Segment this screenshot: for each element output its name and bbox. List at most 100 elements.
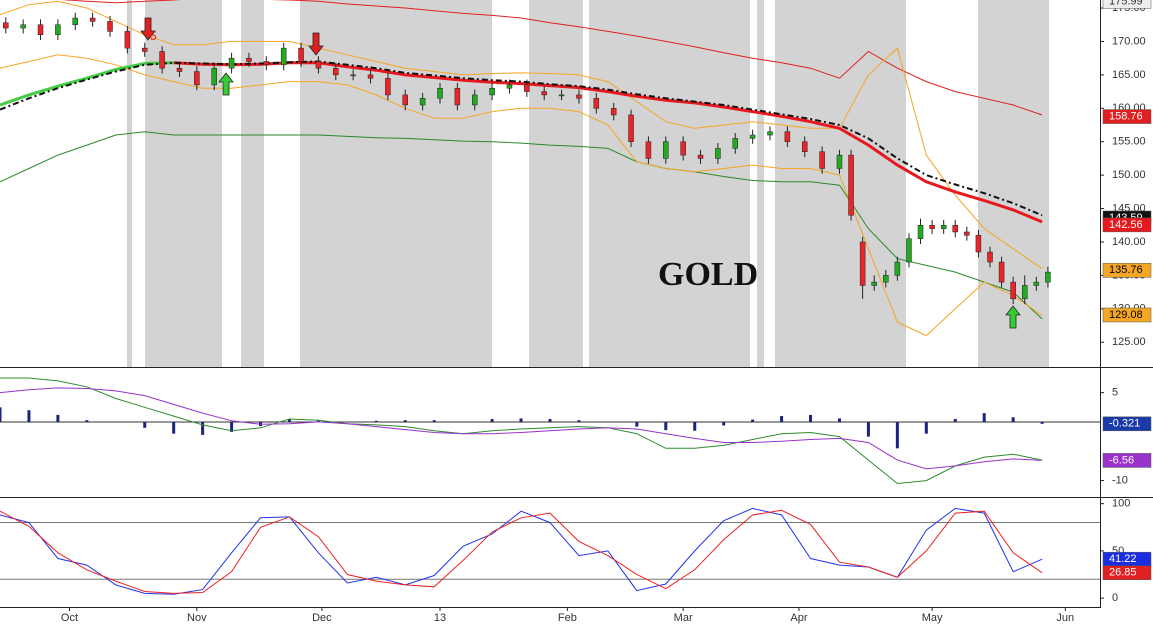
histogram-bar bbox=[924, 421, 928, 434]
chart-title: GOLD bbox=[658, 256, 758, 293]
candle-body bbox=[883, 275, 889, 283]
histogram-bar bbox=[693, 421, 697, 431]
candle-body bbox=[784, 131, 791, 142]
candle-body bbox=[628, 114, 634, 142]
candle-body bbox=[715, 148, 721, 159]
histogram-bar bbox=[287, 419, 291, 422]
line bbox=[0, 377, 1043, 485]
candle-body bbox=[194, 71, 200, 86]
x-tick-label: Apr bbox=[790, 612, 807, 624]
histogram-bar bbox=[866, 421, 870, 437]
value-box bbox=[1102, 217, 1152, 233]
candle-body bbox=[987, 251, 993, 263]
candle-body bbox=[350, 74, 356, 77]
histogram-bar bbox=[374, 420, 378, 422]
x-tick-label: Nov bbox=[187, 612, 207, 624]
candle-body bbox=[524, 84, 530, 92]
histogram-bar bbox=[982, 413, 986, 422]
histogram-bar bbox=[635, 421, 639, 427]
candle-body bbox=[610, 108, 617, 116]
value-label: -0.321 bbox=[1109, 418, 1140, 430]
y-tick-label: 150.00 bbox=[1112, 169, 1146, 181]
y-tick-label: 100 bbox=[1112, 498, 1130, 510]
candle-body bbox=[894, 261, 901, 276]
signals bbox=[140, 17, 1021, 329]
value-label: 175.99 bbox=[1109, 0, 1143, 7]
candle-body bbox=[20, 24, 26, 29]
sell-arrow bbox=[140, 17, 156, 41]
candle-body bbox=[593, 98, 600, 109]
shade bbox=[529, 0, 583, 367]
candle-body bbox=[952, 225, 959, 233]
histogram-bar bbox=[201, 421, 205, 435]
candle-body bbox=[506, 84, 513, 89]
y-tick-label: -10 bbox=[1112, 474, 1128, 486]
x-tick-label: Mar bbox=[674, 612, 693, 624]
candle-body bbox=[263, 61, 270, 66]
shade bbox=[145, 0, 222, 367]
candle-body bbox=[558, 94, 565, 97]
histogram-bar bbox=[809, 414, 813, 422]
value-label: 135.76 bbox=[1109, 264, 1143, 276]
candle-body bbox=[228, 57, 235, 69]
histogram-bar bbox=[577, 420, 581, 422]
x-tick-label: Dec bbox=[312, 612, 332, 624]
candle-body bbox=[749, 134, 756, 139]
shade bbox=[589, 0, 750, 367]
value-box bbox=[1102, 0, 1152, 9]
histogram-bar bbox=[85, 420, 89, 422]
candle-body bbox=[437, 87, 443, 99]
value-label: 158.76 bbox=[1109, 110, 1143, 122]
candle-body bbox=[645, 141, 652, 159]
candle-body bbox=[471, 94, 478, 106]
value-box bbox=[1102, 307, 1152, 323]
value-box bbox=[1102, 565, 1152, 581]
histogram-bar bbox=[230, 421, 234, 432]
shade bbox=[775, 0, 906, 367]
value-label: 129.08 bbox=[1109, 309, 1143, 321]
x-tick-label: Jun bbox=[1056, 612, 1074, 624]
candle-body bbox=[159, 51, 165, 69]
candle-body bbox=[998, 261, 1005, 283]
candle-body bbox=[3, 22, 9, 29]
candle-body bbox=[848, 154, 854, 216]
histogram-bar bbox=[56, 414, 60, 422]
line bbox=[0, 54, 1043, 337]
candle-body bbox=[859, 241, 866, 286]
candle-body bbox=[1021, 285, 1028, 300]
histogram-bar bbox=[519, 418, 523, 422]
histogram-bar bbox=[0, 407, 2, 422]
candle-body bbox=[836, 154, 843, 169]
histogram-bar bbox=[664, 421, 668, 431]
shade bbox=[300, 0, 492, 367]
y-tick-label: 5 bbox=[1112, 387, 1118, 399]
plot bbox=[0, 0, 1100, 595]
value-box bbox=[1102, 416, 1152, 432]
candle-body bbox=[964, 231, 970, 236]
candle-body bbox=[767, 131, 773, 136]
y-tick-label: 165.00 bbox=[1112, 69, 1146, 81]
x-tick-label: Oct bbox=[61, 612, 78, 624]
y-tick-label: 140.00 bbox=[1112, 236, 1146, 248]
histogram-bar bbox=[316, 420, 320, 422]
histogram-bar bbox=[895, 421, 899, 449]
candle-body bbox=[419, 98, 426, 106]
y-tick-label: 170.00 bbox=[1112, 35, 1146, 47]
candle-body bbox=[37, 24, 44, 36]
sell-arrow bbox=[308, 32, 324, 56]
candle-body bbox=[141, 47, 148, 52]
value-box bbox=[1102, 453, 1152, 468]
histogram-bar bbox=[403, 420, 407, 422]
candle-body bbox=[176, 67, 183, 72]
candle-body bbox=[576, 94, 582, 99]
candle-body bbox=[1010, 281, 1016, 300]
line bbox=[60, 0, 1043, 116]
buy-arrow bbox=[1005, 305, 1021, 329]
candle-body bbox=[333, 67, 339, 76]
candle-body bbox=[697, 154, 704, 159]
histogram-bar bbox=[27, 410, 31, 422]
histogram-bar bbox=[490, 419, 494, 422]
histogram-bar bbox=[172, 421, 176, 434]
line bbox=[0, 509, 1043, 594]
